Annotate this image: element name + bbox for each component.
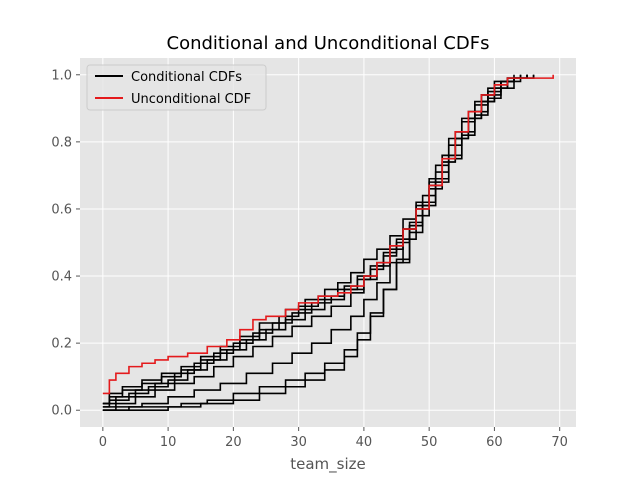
x-tick-label: 40 (356, 435, 373, 450)
legend-label-conditional: Conditional CDFs (131, 70, 242, 85)
x-tick-label: 70 (551, 435, 568, 450)
y-tick-label: 0.2 (51, 337, 72, 352)
y-tick-label: 0.0 (51, 404, 72, 419)
axis-ticks: 0 10 20 30 40 50 60 70 0.0 0.2 0.4 0.6 0.8 1.0 (51, 68, 568, 450)
x-tick-label: 10 (160, 435, 177, 450)
y-tick-label: 1.0 (51, 68, 72, 83)
y-tick-label: 0.8 (51, 135, 72, 150)
chart-title: Conditional and Unconditional CDFs (167, 33, 490, 54)
unconditional-cdf-line (102, 74, 554, 395)
x-tick-label: 60 (486, 435, 503, 450)
plot-area (80, 58, 576, 427)
x-axis-label: team_size (290, 455, 366, 474)
legend-box (86, 64, 267, 111)
legend: Conditional CDFs Unconditional CDF (86, 64, 267, 111)
legend-label-unconditional: Unconditional CDF (131, 92, 251, 107)
x-tick-label: 0 (99, 435, 107, 450)
conditional-cdf-line-7 (102, 74, 528, 412)
x-tick-label: 30 (290, 435, 307, 450)
series-layer (102, 74, 554, 412)
x-tick-label: 50 (421, 435, 438, 450)
x-tick-label: 20 (225, 435, 242, 450)
y-tick-label: 0.6 (51, 202, 72, 217)
y-tick-label: 0.4 (51, 270, 72, 285)
